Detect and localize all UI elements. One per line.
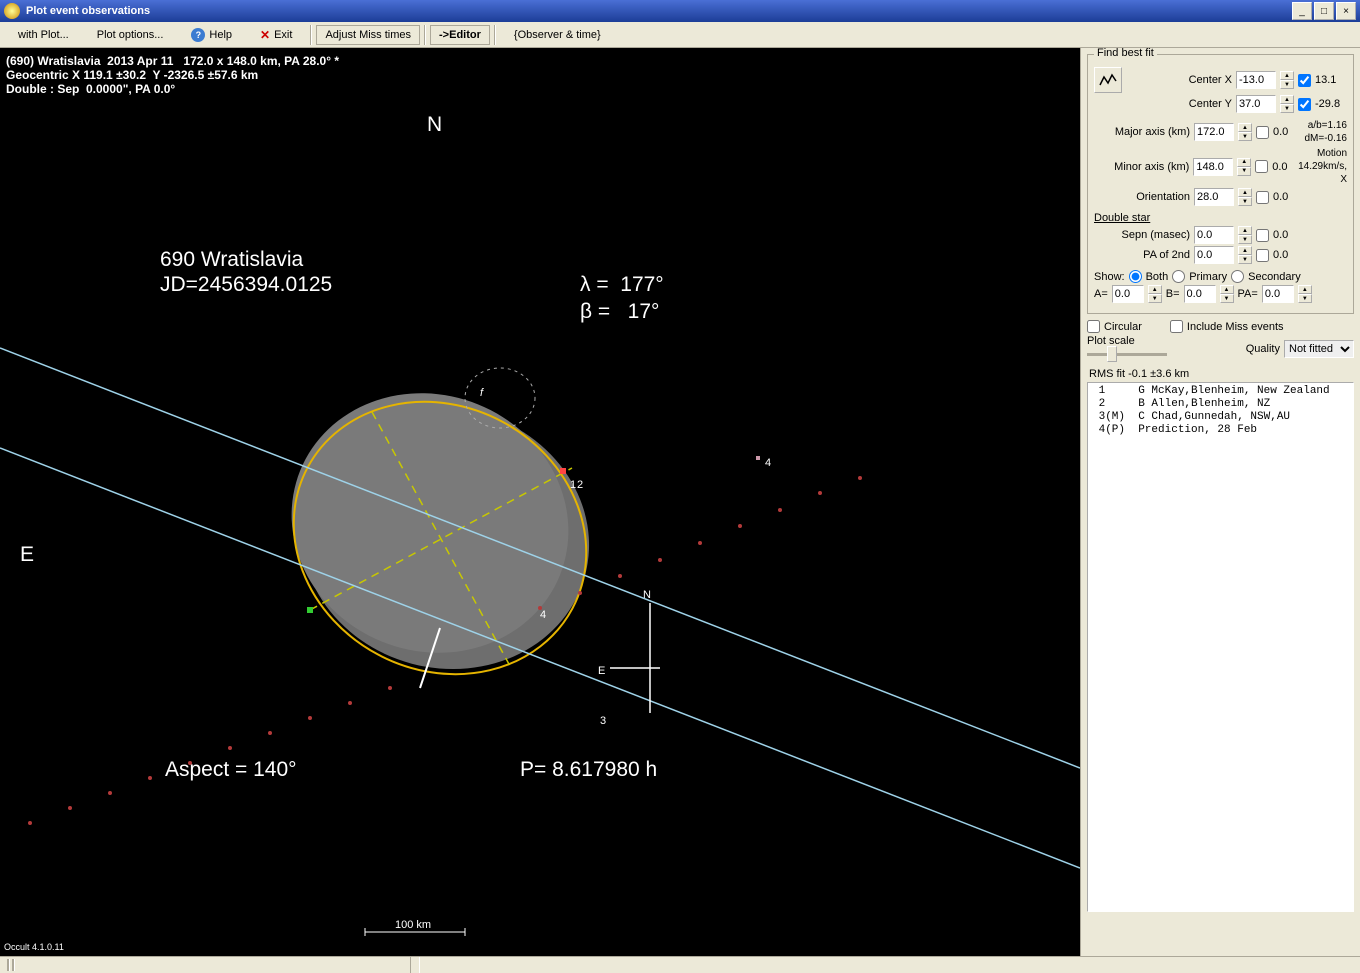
observer-list[interactable]: 1 G McKay,Blenheim, New Zealand 2 B Alle…: [1087, 382, 1354, 912]
svg-text:2: 2: [577, 479, 583, 491]
a-spinner[interactable]: ▲▼: [1148, 285, 1162, 303]
status-bar: [0, 956, 1360, 972]
circular-checkbox[interactable]: [1087, 320, 1100, 333]
svg-text:100 km: 100 km: [395, 919, 431, 931]
show-both-radio[interactable]: [1129, 270, 1142, 283]
pa-spinner[interactable]: ▲▼: [1298, 285, 1312, 303]
major-axis-checkbox[interactable]: [1256, 126, 1269, 139]
ratio-text: a/b=1.16 dM=-0.16: [1299, 119, 1347, 145]
asteroid-name: 690 Wratislavia: [160, 248, 303, 272]
svg-text:1: 1: [570, 479, 576, 491]
center-y-spinner[interactable]: ▲▼: [1280, 95, 1294, 113]
close-icon: ✕: [260, 28, 270, 42]
separator: [310, 25, 312, 45]
side-panel: Find best fit Center X ▲▼ 13.1 Center Y …: [1080, 48, 1360, 956]
center-y-input[interactable]: [1236, 95, 1276, 113]
period-label: P= 8.617980 h: [520, 758, 657, 782]
group-title: Find best fit: [1094, 48, 1157, 59]
exit-button[interactable]: ✕Exit: [246, 25, 306, 45]
svg-text:4: 4: [765, 457, 771, 469]
rms-label: RMS fit -0.1 ±3.6 km: [1089, 368, 1354, 380]
fit-run-button[interactable]: [1094, 67, 1122, 93]
pa-input[interactable]: [1262, 285, 1294, 303]
grip-icon[interactable]: [4, 959, 22, 971]
minor-axis-spinner[interactable]: ▲▼: [1237, 158, 1251, 176]
pa2-spinner[interactable]: ▲▼: [1238, 246, 1252, 264]
minor-axis-checkbox[interactable]: [1255, 160, 1268, 173]
svg-text:E: E: [598, 665, 605, 677]
plot-options-menu[interactable]: Plot options...: [83, 26, 178, 44]
major-axis-spinner[interactable]: ▲▼: [1238, 123, 1252, 141]
aspect-label: Aspect = 140°: [165, 758, 297, 782]
svg-text:f: f: [480, 387, 484, 399]
adjust-miss-button[interactable]: Adjust Miss times: [316, 25, 420, 45]
orientation-checkbox[interactable]: [1256, 191, 1269, 204]
plot-scale-slider[interactable]: [1087, 353, 1167, 356]
b-spinner[interactable]: ▲▼: [1220, 285, 1234, 303]
with-plot-menu[interactable]: with Plot...: [4, 26, 83, 44]
svg-text:N: N: [643, 589, 651, 601]
double-star-link[interactable]: Double star: [1094, 212, 1150, 224]
version-label: Occult 4.1.0.11: [4, 942, 64, 952]
plot-scale-label: Plot scale: [1087, 335, 1167, 347]
maximize-button[interactable]: □: [1314, 2, 1334, 20]
help-button[interactable]: ?Help: [177, 25, 246, 45]
pa2-input[interactable]: [1194, 246, 1234, 264]
window-title: Plot event observations: [26, 5, 1290, 17]
quality-select[interactable]: Not fitted: [1284, 340, 1354, 358]
help-icon: ?: [191, 28, 205, 42]
close-button[interactable]: ×: [1336, 2, 1356, 20]
minor-axis-input[interactable]: [1193, 158, 1233, 176]
include-miss-checkbox[interactable]: [1170, 320, 1183, 333]
julian-date: JD=2456394.0125: [160, 273, 332, 297]
a-input[interactable]: [1112, 285, 1144, 303]
center-y-checkbox[interactable]: [1298, 98, 1311, 111]
pa2-checkbox[interactable]: [1256, 249, 1269, 262]
svg-text:4: 4: [540, 609, 546, 621]
orientation-input[interactable]: [1194, 188, 1234, 206]
plot-svg: 1 2 3 4 4 f N E 100 km: [0, 48, 1080, 956]
observer-time-label: {Observer & time}: [500, 26, 615, 44]
north-label: N: [427, 113, 442, 137]
show-secondary-radio[interactable]: [1231, 270, 1244, 283]
motion-text: Motion 14.29km/s, X: [1298, 147, 1347, 186]
toolbar: with Plot... Plot options... ?Help ✕Exit…: [0, 22, 1360, 48]
editor-button[interactable]: ->Editor: [430, 25, 490, 45]
center-x-checkbox[interactable]: [1298, 74, 1311, 87]
minimize-button[interactable]: _: [1292, 2, 1312, 20]
plot-canvas[interactable]: 1 2 3 4 4 f N E 100 km (690) Wratislavia…: [0, 48, 1080, 956]
sepn-checkbox[interactable]: [1256, 229, 1269, 242]
show-primary-radio[interactable]: [1172, 270, 1185, 283]
sepn-spinner[interactable]: ▲▼: [1238, 226, 1252, 244]
major-axis-input[interactable]: [1194, 123, 1234, 141]
separator: [494, 25, 496, 45]
beta-label: β = 17°: [580, 300, 659, 324]
svg-text:3: 3: [600, 715, 606, 727]
app-icon: [4, 3, 20, 19]
title-bar: Plot event observations _ □ ×: [0, 0, 1360, 22]
orientation-spinner[interactable]: ▲▼: [1238, 188, 1252, 206]
b-input[interactable]: [1184, 285, 1216, 303]
statusbar-separator: [410, 957, 420, 973]
separator: [424, 25, 426, 45]
lambda-label: λ = 177°: [580, 273, 664, 297]
center-x-spinner[interactable]: ▲▼: [1280, 71, 1294, 89]
sepn-input[interactable]: [1194, 226, 1234, 244]
info-header: (690) Wratislavia 2013 Apr 11 172.0 x 14…: [6, 54, 339, 96]
center-x-input[interactable]: [1236, 71, 1276, 89]
east-label: E: [20, 543, 34, 567]
find-best-fit-group: Find best fit Center X ▲▼ 13.1 Center Y …: [1087, 54, 1354, 314]
